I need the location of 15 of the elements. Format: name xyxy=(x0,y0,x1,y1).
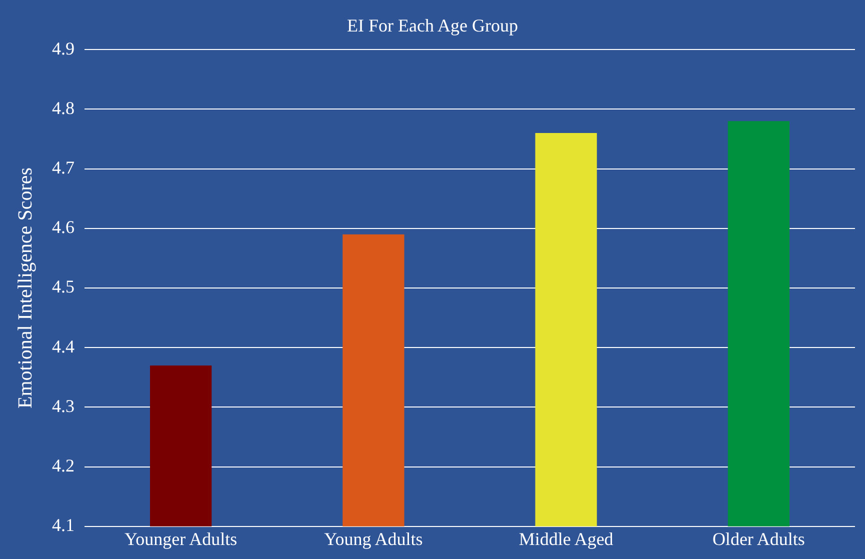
y-tick-label: 4.8 xyxy=(52,98,74,118)
y-tick-label: 4.6 xyxy=(52,217,74,238)
x-tick-label: Older Adults xyxy=(712,528,805,549)
y-tick-label: 4.7 xyxy=(52,158,74,178)
y-axis-title: Emotional Intelligence Scores xyxy=(14,167,36,409)
y-tick-label: 4.9 xyxy=(52,38,74,58)
y-tick-label: 4.4 xyxy=(52,336,74,356)
y-tick-label: 4.2 xyxy=(52,456,74,476)
y-tick-label: 4.5 xyxy=(52,276,74,297)
chart-title: EI For Each Age Group xyxy=(347,16,518,36)
x-tick-label: Middle Aged xyxy=(518,528,614,549)
y-tick-label: 4.1 xyxy=(52,515,74,536)
x-tick-label: Younger Adults xyxy=(124,528,238,549)
x-tick-label: Young Adults xyxy=(324,528,423,549)
y-tick-label: 4.3 xyxy=(52,396,74,416)
